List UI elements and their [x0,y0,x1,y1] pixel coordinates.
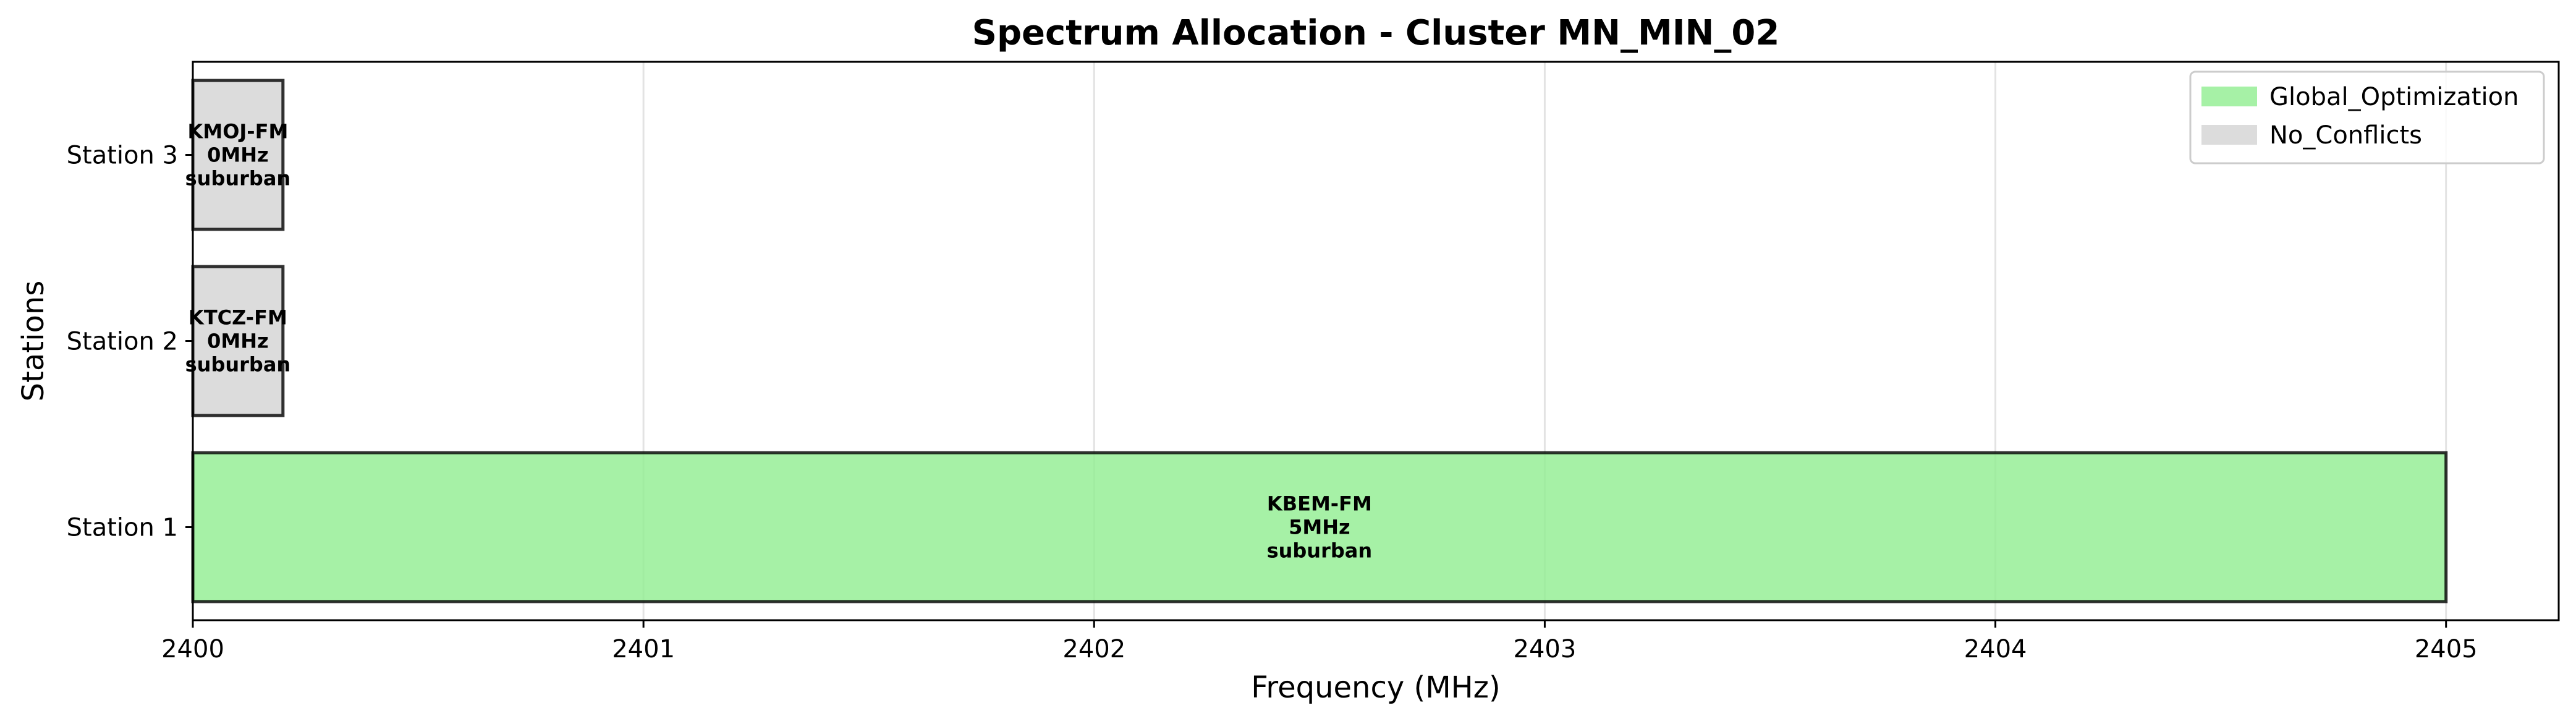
legend-label: No_Conflicts [2269,121,2422,150]
axis-ticks: 2400 2401 2402 2403 2404 2405 Station 1 Station… [67,142,2478,664]
legend-swatch [2201,125,2257,145]
bar-label: suburban [185,353,291,377]
x-axis-label: Frequency (MHz) [1251,670,1500,705]
bar-label: suburban [1267,539,1373,563]
x-tick-label: 2405 [2415,635,2478,663]
x-tick-label: 2402 [1062,635,1125,663]
legend-box [2189,70,2545,164]
x-tick-label: 2401 [612,635,675,663]
bar-label: KTCZ-FM [189,306,287,330]
bar-label: suburban [185,167,291,190]
bar-label: 5MHz [1289,516,1350,539]
chart-title: Spectrum Allocation - Cluster MN_MIN_02 [972,13,1780,53]
legend-label: Global_Optimization [2269,83,2519,111]
bar-label: 0MHz [207,143,269,167]
legend: Global_Optimization No_Conflicts [2189,70,2545,164]
bar-label: KBEM-FM [1267,492,1372,516]
x-tick-label: 2400 [161,635,224,663]
bar [191,79,285,231]
bar-label: KMOJ-FM [188,120,289,143]
y-axis-label: Stations [16,281,51,402]
x-tick-label: 2403 [1514,635,1577,663]
y-tick-label: Station 3 [67,142,178,170]
y-tick-label: Station 1 [67,514,178,542]
x-tick-label: 2404 [1964,635,2027,663]
bar-label: 0MHz [207,330,269,353]
legend-swatch [2201,87,2257,106]
bars: KBEM-FM5MHzsuburbanKTCZ-FM0MHzsuburbanKM… [185,79,2448,604]
bar [191,451,2448,604]
y-tick-label: Station 2 [67,328,178,356]
